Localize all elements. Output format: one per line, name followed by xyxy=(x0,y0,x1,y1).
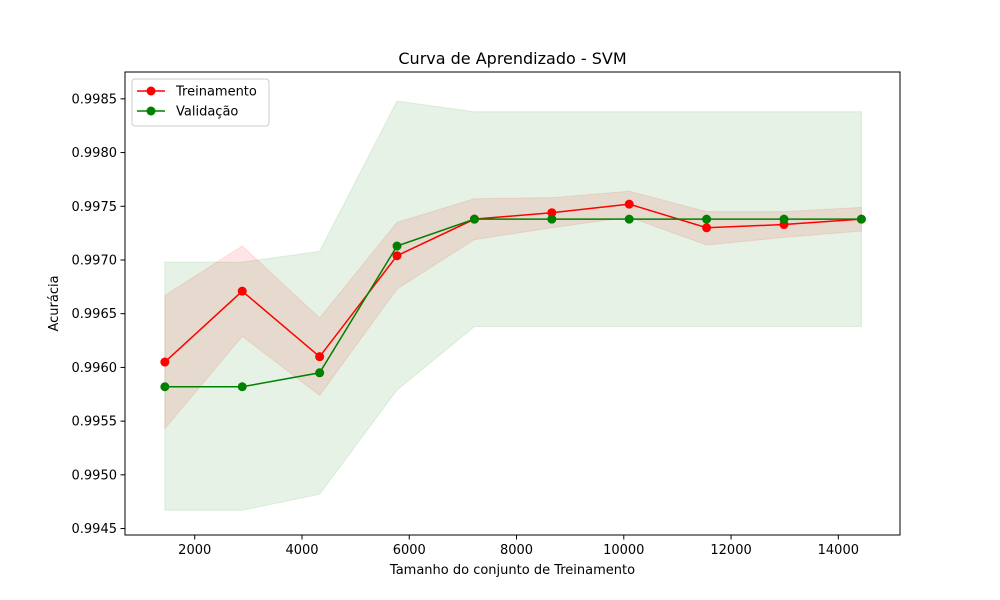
series-lines xyxy=(160,199,866,392)
legend-entry-validacao: Validação xyxy=(137,105,238,120)
x-axis-title: Tamanho do conjunto de Treinamento xyxy=(389,563,635,578)
x-tick-label: 4000 xyxy=(285,543,318,558)
point-validacao xyxy=(779,214,789,224)
legend-marker-validacao xyxy=(146,106,156,116)
x-tick-label: 8000 xyxy=(500,543,533,558)
y-tick-label: 0.9945 xyxy=(72,522,118,537)
legend-box xyxy=(131,78,270,127)
legend-label-treinamento: Treinamento xyxy=(175,85,257,100)
x-axis-ticks: 2000 4000 6000 8000 10000 12000 14000 xyxy=(178,535,859,558)
point-treinamento xyxy=(160,357,170,367)
point-validacao xyxy=(469,214,479,224)
legend-marker-treinamento xyxy=(146,86,156,96)
point-validacao xyxy=(392,241,402,251)
plot-frame xyxy=(124,71,901,536)
line-treinamento xyxy=(164,203,862,363)
point-treinamento xyxy=(315,352,325,362)
point-treinamento xyxy=(392,251,402,261)
y-tick-label: 0.9955 xyxy=(72,415,118,430)
chart-title: Curva de Aprendizado - SVM xyxy=(398,49,626,68)
point-validacao xyxy=(547,214,557,224)
y-tick-label: 0.9970 xyxy=(72,253,118,268)
x-tick-label: 6000 xyxy=(393,543,426,558)
point-validacao xyxy=(237,382,247,392)
x-tick-label: 10000 xyxy=(603,543,644,558)
band-validacao xyxy=(164,100,862,511)
y-tick-label: 0.9980 xyxy=(72,146,118,161)
legend-label-validacao: Validação xyxy=(176,105,238,120)
x-tick-label: 12000 xyxy=(710,543,751,558)
y-tick-label: 0.9960 xyxy=(72,361,118,376)
point-validacao xyxy=(702,214,712,224)
y-tick-label: 0.9985 xyxy=(72,92,118,107)
y-axis-ticks: 0.9945 0.9950 0.9955 0.9960 0.9965 0.9970 0.99… xyxy=(72,92,125,537)
point-treinamento xyxy=(702,223,712,233)
legend-entry-treinamento: Treinamento xyxy=(137,85,257,100)
point-treinamento xyxy=(237,286,247,296)
y-tick-label: 0.9975 xyxy=(72,200,118,215)
point-validacao xyxy=(315,368,325,378)
point-validacao xyxy=(856,214,866,224)
point-treinamento xyxy=(624,199,634,209)
y-axis-title: Acurácia xyxy=(47,275,62,331)
point-validacao xyxy=(624,214,634,224)
y-tick-label: 0.9965 xyxy=(72,307,118,322)
x-tick-label: 14000 xyxy=(818,543,859,558)
point-validacao xyxy=(160,382,170,392)
y-tick-label: 0.9950 xyxy=(72,468,118,483)
band-treinamento xyxy=(164,190,862,431)
legend: Treinamento Validação xyxy=(131,78,270,127)
line-validacao xyxy=(164,218,862,388)
x-tick-label: 2000 xyxy=(178,543,211,558)
confidence-bands xyxy=(164,100,862,511)
point-treinamento xyxy=(547,208,557,218)
